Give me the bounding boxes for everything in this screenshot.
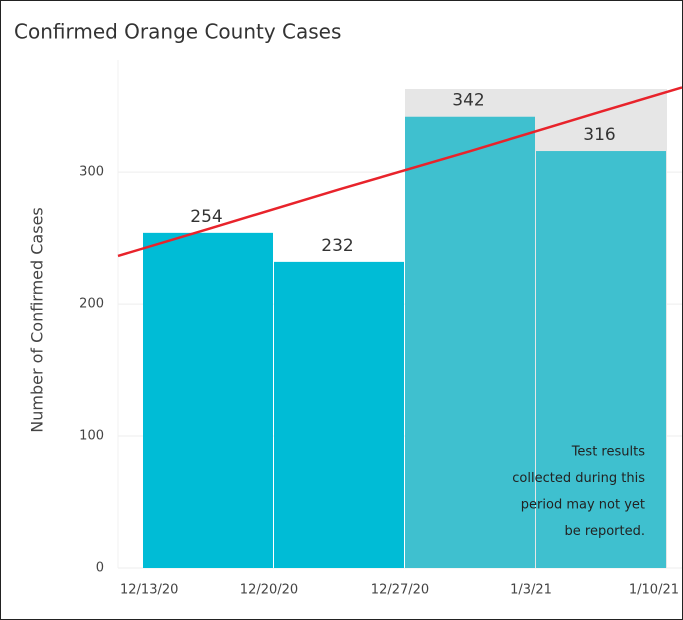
trend-line — [117, 86, 683, 258]
y-tick-label: 300 — [79, 165, 104, 180]
annotation: be reported. — [565, 524, 645, 539]
data-label: 232 — [321, 236, 353, 256]
y-tick-label: 0 — [96, 561, 104, 576]
annotation: period may not yet — [521, 498, 645, 513]
bar — [143, 232, 273, 569]
bar — [536, 151, 666, 568]
data-label: 342 — [452, 91, 484, 111]
bar — [274, 261, 404, 568]
data-label: 254 — [190, 207, 222, 227]
x-tick-label: 1/10/21 — [629, 583, 679, 598]
y-tick-label: 200 — [79, 297, 104, 312]
annotation: Test results — [571, 445, 646, 460]
plot: 0 100 200 300 254 232 342 316 12/13/20 12/20/20 12… — [79, 60, 683, 598]
data-label: 316 — [583, 125, 615, 145]
x-tick-label: 1/3/21 — [510, 583, 552, 598]
x-tick-label: 12/13/20 — [120, 583, 178, 598]
x-tick-label: 12/20/20 — [240, 583, 298, 598]
y-tick-label: 100 — [79, 429, 104, 444]
annotation: collected during this — [512, 471, 645, 486]
bar — [405, 116, 535, 568]
x-tick-label: 12/27/20 — [371, 583, 429, 598]
chart-title: Confirmed Orange County Cases — [14, 20, 341, 44]
y-axis-label: Number of Confirmed Cases — [28, 207, 47, 433]
